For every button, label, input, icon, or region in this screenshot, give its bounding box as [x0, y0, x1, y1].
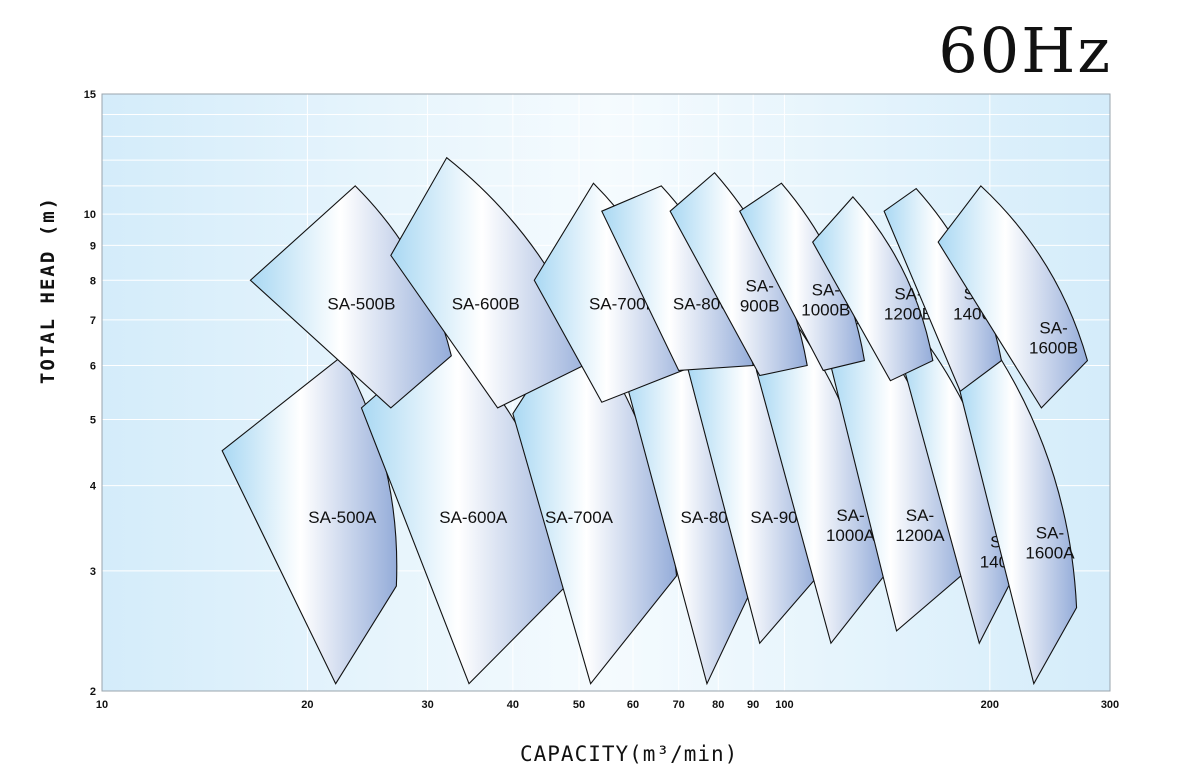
- region-label: SA-1600B: [1029, 318, 1078, 357]
- region-sa-1600b: SA-1600B: [937, 185, 1089, 409]
- x-tick-label: 30: [421, 699, 433, 711]
- region-label: SA-600B: [452, 294, 520, 313]
- y-tick-label: 2: [90, 686, 96, 698]
- x-tick-label: 60: [627, 699, 639, 711]
- x-tick-label: 70: [673, 699, 685, 711]
- y-tick-label: 6: [90, 360, 96, 372]
- frequency-label: 60Hz: [938, 14, 1112, 87]
- region-sa-700b: SA-700B: [533, 182, 696, 403]
- x-tick-label: 80: [712, 699, 724, 711]
- region-sa-500a: SA-500A: [221, 354, 398, 685]
- y-tick-label: 8: [90, 275, 96, 287]
- y-tick-label: 3: [90, 566, 96, 578]
- x-axis-ticks: 10 20 30 40 50 60 70 80 90 100 200 300: [96, 699, 1119, 711]
- x-tick-label: 40: [507, 699, 519, 711]
- y-tick-label: 4: [90, 481, 97, 493]
- region-sa-1200b: SA-1200B: [811, 196, 934, 382]
- region-sa-1200a: SA-1200A: [827, 314, 968, 632]
- region-label: SA-1200A: [895, 506, 945, 545]
- x-tick-label: 50: [573, 699, 585, 711]
- region-label: SA-1000B: [801, 280, 850, 319]
- y-axis-title: TOTAL HEAD (m): [37, 195, 59, 385]
- region-sa-900b: SA-900B: [669, 171, 808, 377]
- x-tick-label: 20: [301, 699, 313, 711]
- plot-frame: [101, 93, 1111, 692]
- y-axis-ticks: 2 3 4 5 6 7 8 9 10 15: [84, 89, 97, 698]
- x-tick-label: 200: [981, 699, 999, 711]
- region-sa-1600a: SA-1600A: [958, 336, 1078, 686]
- y-tick-label: 15: [84, 89, 96, 101]
- region-label: SA-900B: [740, 276, 780, 315]
- region-label: SA-700A: [545, 508, 614, 527]
- x-axis-title: CAPACITY(m³/min): [520, 742, 739, 766]
- region-label: SA-1600A: [1025, 524, 1075, 563]
- x-tick-label: 100: [775, 699, 793, 711]
- region-label: SA-700B: [589, 294, 657, 313]
- pump-regions: SA-500A SA-600A SA-700A SA-800A SA-900A SA-10…: [221, 156, 1089, 686]
- x-tick-label: 90: [747, 699, 759, 711]
- region-sa-1000b: SA-1000B: [738, 182, 866, 372]
- region-shape: [958, 336, 1078, 686]
- y-tick-label: 5: [90, 415, 96, 427]
- y-tick-label: 10: [84, 209, 96, 221]
- region-shape: [937, 185, 1089, 409]
- x-tick-label: 300: [1101, 699, 1119, 711]
- region-label: SA-500B: [327, 294, 395, 313]
- region-label: SA-500A: [308, 508, 377, 527]
- y-tick-label: 7: [90, 315, 96, 327]
- region-label: SA-1000A: [826, 506, 876, 545]
- y-tick-label: 9: [90, 240, 96, 252]
- region-shape: [811, 196, 934, 382]
- region-label: SA-600A: [439, 508, 508, 527]
- x-tick-label: 10: [96, 699, 108, 711]
- region-label: SA-1200B: [884, 284, 933, 323]
